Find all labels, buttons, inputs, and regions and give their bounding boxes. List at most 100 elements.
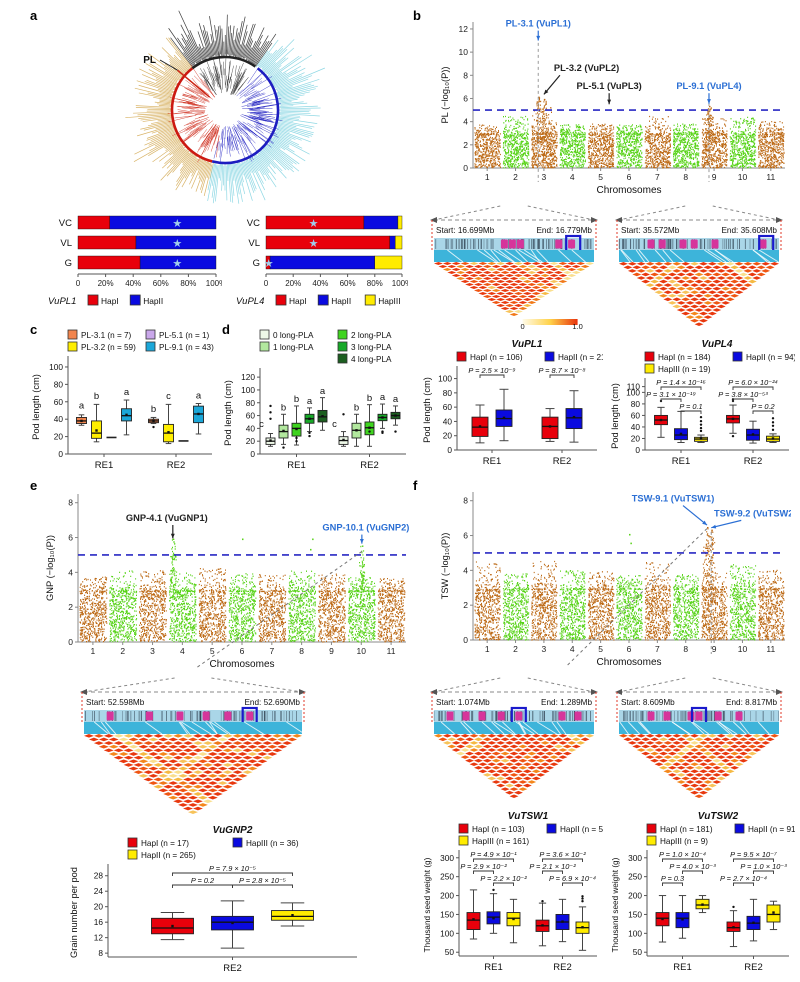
group-label: RE1 bbox=[673, 962, 691, 973]
ld-cell bbox=[491, 271, 501, 274]
ld-cell bbox=[460, 748, 470, 752]
tree-inner-branch bbox=[246, 98, 269, 105]
tree-leaf-branch bbox=[136, 80, 175, 94]
ld-cell bbox=[272, 748, 283, 753]
y-axis-label: Thousand seed weight (g) bbox=[611, 857, 620, 952]
tree-leaf-branch bbox=[155, 81, 177, 91]
tree-leaf-branch bbox=[146, 127, 176, 139]
outlier-dot bbox=[342, 413, 345, 416]
tree-inner-branch bbox=[183, 102, 200, 106]
ld-cell bbox=[756, 737, 766, 742]
legend-swatch bbox=[546, 823, 557, 834]
ld-cell bbox=[158, 774, 169, 778]
ld-cell bbox=[690, 311, 699, 316]
tree-leaf-branch bbox=[270, 71, 283, 81]
fan-streak bbox=[502, 721, 516, 735]
ld-cell bbox=[667, 279, 677, 284]
ld-cell bbox=[487, 741, 497, 745]
ld-cell bbox=[469, 748, 479, 752]
tree-leaf-branch bbox=[166, 149, 186, 169]
group-label: RE1 bbox=[95, 460, 113, 471]
ld-cell bbox=[287, 737, 298, 742]
ld-cell bbox=[98, 744, 109, 749]
ld-cell bbox=[522, 755, 532, 759]
significance-letter: c bbox=[259, 419, 264, 430]
ld-cell bbox=[478, 762, 488, 766]
group-label: RE2 bbox=[744, 962, 762, 973]
ld-cell bbox=[685, 294, 695, 298]
ld-cell bbox=[487, 268, 497, 271]
manhattan-points-chr2 bbox=[109, 570, 138, 643]
ld-cell bbox=[474, 271, 483, 274]
tree-inner-branch bbox=[185, 118, 208, 131]
ld-cell bbox=[545, 277, 554, 280]
ld-cell bbox=[247, 766, 258, 771]
zoom-fan-line bbox=[527, 677, 595, 693]
ld-cell bbox=[527, 780, 537, 784]
tree-leaf-branch bbox=[176, 155, 195, 183]
ld-cell bbox=[514, 310, 523, 313]
ld-cell bbox=[699, 269, 708, 273]
ld-cell bbox=[739, 737, 748, 742]
tree-inner-branch bbox=[184, 131, 198, 142]
tree-leaf-branch bbox=[125, 113, 172, 119]
tree-leaf-branch bbox=[211, 163, 217, 187]
ld-cell bbox=[699, 783, 708, 788]
zoom-fan-line bbox=[83, 677, 175, 693]
ld-cell bbox=[113, 741, 124, 745]
ld-cell bbox=[496, 762, 506, 766]
ld-cell bbox=[514, 274, 523, 277]
ld-cell bbox=[730, 272, 739, 277]
annotation-arrowhead bbox=[707, 99, 711, 104]
fan-streak bbox=[191, 721, 212, 735]
y-tick-label: 4 bbox=[463, 565, 468, 575]
tree-leaf-branch bbox=[154, 134, 178, 147]
legend-label: HapI bbox=[101, 296, 119, 306]
gene-block bbox=[647, 711, 655, 721]
tree-leaf-branch bbox=[234, 32, 239, 56]
ld-cell bbox=[694, 787, 704, 791]
legend-label: HapII (n = 265) bbox=[141, 851, 196, 860]
ld-cell bbox=[567, 748, 577, 752]
ld-cell bbox=[514, 748, 523, 752]
ld-cell bbox=[690, 297, 699, 302]
star-marker: ★ bbox=[264, 258, 274, 270]
ld-cell bbox=[580, 737, 590, 742]
star-marker: ★ bbox=[309, 218, 319, 230]
ld-cell bbox=[262, 755, 273, 760]
manhattan-points-chr5 bbox=[587, 123, 615, 169]
tree-inner-branch bbox=[253, 123, 263, 130]
ld-cell bbox=[663, 755, 673, 759]
ld-cell bbox=[663, 283, 673, 287]
gene-block bbox=[558, 711, 566, 721]
mean-marker bbox=[269, 439, 272, 442]
outlier-dot bbox=[308, 434, 311, 438]
manhattan-points-chr4 bbox=[169, 571, 197, 643]
tree-inner-branch bbox=[237, 124, 252, 142]
tree-leaf-branch bbox=[250, 155, 259, 172]
ld-cell bbox=[527, 295, 537, 298]
legend-swatch bbox=[127, 849, 138, 860]
ld-cell bbox=[451, 268, 461, 271]
tree-inner-branch bbox=[247, 116, 260, 123]
ld-cell bbox=[222, 755, 233, 760]
ld-cell bbox=[207, 795, 218, 800]
ld-cell bbox=[505, 762, 514, 766]
p-value-label: P = 1.0 × 10⁻³ bbox=[740, 862, 787, 871]
ld-cell bbox=[554, 751, 563, 756]
ld-cell bbox=[505, 274, 514, 277]
ld-cell bbox=[716, 748, 726, 752]
gwas-annotation: PL-3.2 (VuPL2) bbox=[554, 63, 619, 73]
tree-leaf-branch bbox=[180, 154, 194, 174]
ld-cell bbox=[207, 788, 218, 793]
tree-inner-branch bbox=[212, 57, 219, 79]
gene-block bbox=[647, 239, 655, 249]
tree-leaf-branch bbox=[182, 152, 193, 166]
y-tick-label: 8 bbox=[98, 948, 103, 958]
fan-streak bbox=[628, 721, 641, 735]
ld-cell bbox=[540, 274, 550, 277]
ld-cell bbox=[707, 783, 717, 788]
bar-row-label: VL bbox=[60, 238, 72, 249]
significance-letter: a bbox=[79, 401, 85, 412]
